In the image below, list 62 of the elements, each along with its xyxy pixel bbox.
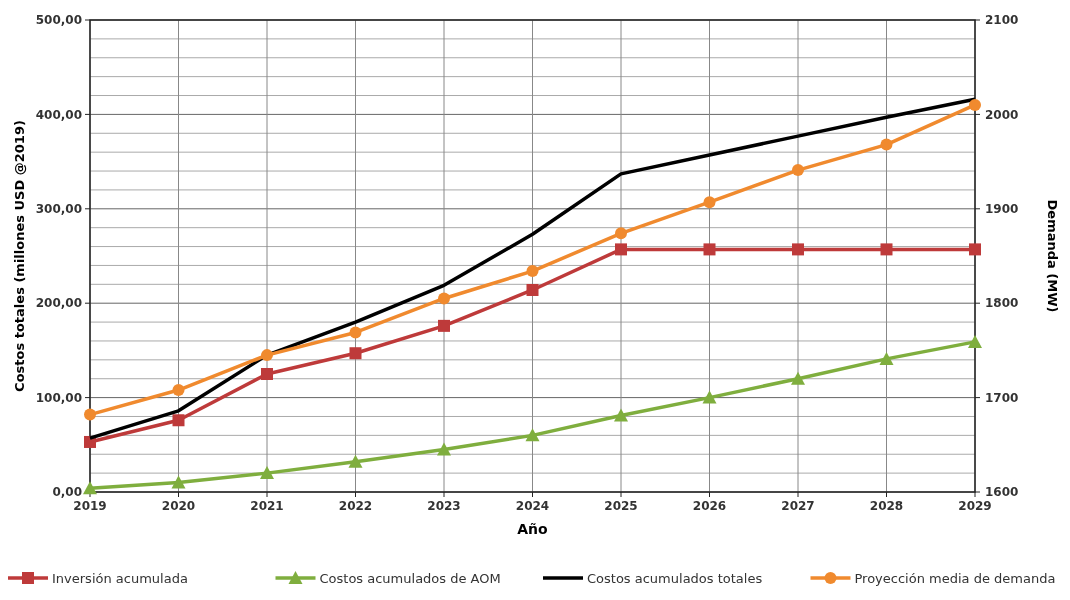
- point: [879, 351, 894, 365]
- x-tick-label: 2022: [338, 499, 373, 513]
- point: [84, 408, 96, 421]
- point: [526, 265, 539, 278]
- x-tick-label: 2028: [869, 499, 904, 513]
- y2-tick-label: 2000: [985, 107, 1019, 122]
- point: [349, 326, 362, 339]
- x-tick-label: 2026: [692, 499, 727, 513]
- legend-label: Inversión acumulada: [52, 570, 188, 586]
- point: [438, 292, 450, 305]
- x-tick-label: 2029: [958, 499, 992, 513]
- legend-label: Proyección media de demanda: [854, 570, 1056, 586]
- point: [348, 454, 363, 468]
- point: [171, 475, 186, 489]
- point: [172, 414, 185, 427]
- point: [702, 390, 717, 404]
- point: [437, 442, 451, 456]
- point: [526, 283, 539, 296]
- y2-axis-title: Demanda (MW): [1045, 199, 1060, 313]
- legend-label: Costos acumulados de AOM: [319, 570, 501, 586]
- point: [261, 368, 273, 380]
- y-tick-label: 400,00: [35, 107, 82, 122]
- y2-tick-label: 1700: [985, 390, 1019, 405]
- y2-tick-label: 1900: [985, 202, 1019, 216]
- x-tick-label: 2024: [515, 499, 550, 513]
- point: [260, 466, 274, 480]
- y-tick-label: 0,00: [52, 485, 82, 500]
- x-tick-label: 2019: [73, 499, 107, 513]
- y-tick-label: 100,00: [35, 390, 82, 405]
- point: [703, 243, 716, 256]
- x-tick-label: 2023: [427, 499, 461, 513]
- y-tick-label: 200,00: [35, 296, 82, 311]
- point: [614, 408, 628, 422]
- point: [792, 164, 804, 177]
- point: [261, 349, 273, 362]
- y2-tick-label: 1600: [985, 485, 1019, 500]
- point: [349, 347, 362, 360]
- point: [880, 138, 893, 151]
- x-tick-label: 2021: [250, 499, 284, 513]
- legend-label: Costos acumulados totales: [587, 570, 763, 586]
- point: [438, 319, 450, 332]
- point: [969, 98, 981, 111]
- y-axis-title: Costos totales (millones USD @2019): [12, 120, 27, 392]
- point: [703, 196, 716, 209]
- point: [525, 428, 540, 442]
- point: [791, 371, 805, 385]
- x-axis-title: Año: [517, 521, 549, 537]
- x-tick-label: 2020: [161, 499, 196, 513]
- x-tick-label: 2025: [604, 499, 638, 513]
- point: [172, 384, 185, 397]
- point: [615, 227, 627, 240]
- y-tick-label: 500,00: [35, 13, 82, 28]
- y2-tick-label: 1800: [985, 296, 1019, 311]
- point: [83, 481, 97, 495]
- point: [969, 243, 981, 256]
- y-tick-label: 300,00: [35, 202, 82, 216]
- point: [615, 243, 627, 256]
- y2-tick-label: 2100: [985, 13, 1019, 28]
- x-tick-label: 2027: [781, 499, 815, 513]
- point: [792, 243, 804, 256]
- point: [968, 334, 982, 348]
- point: [880, 243, 893, 256]
